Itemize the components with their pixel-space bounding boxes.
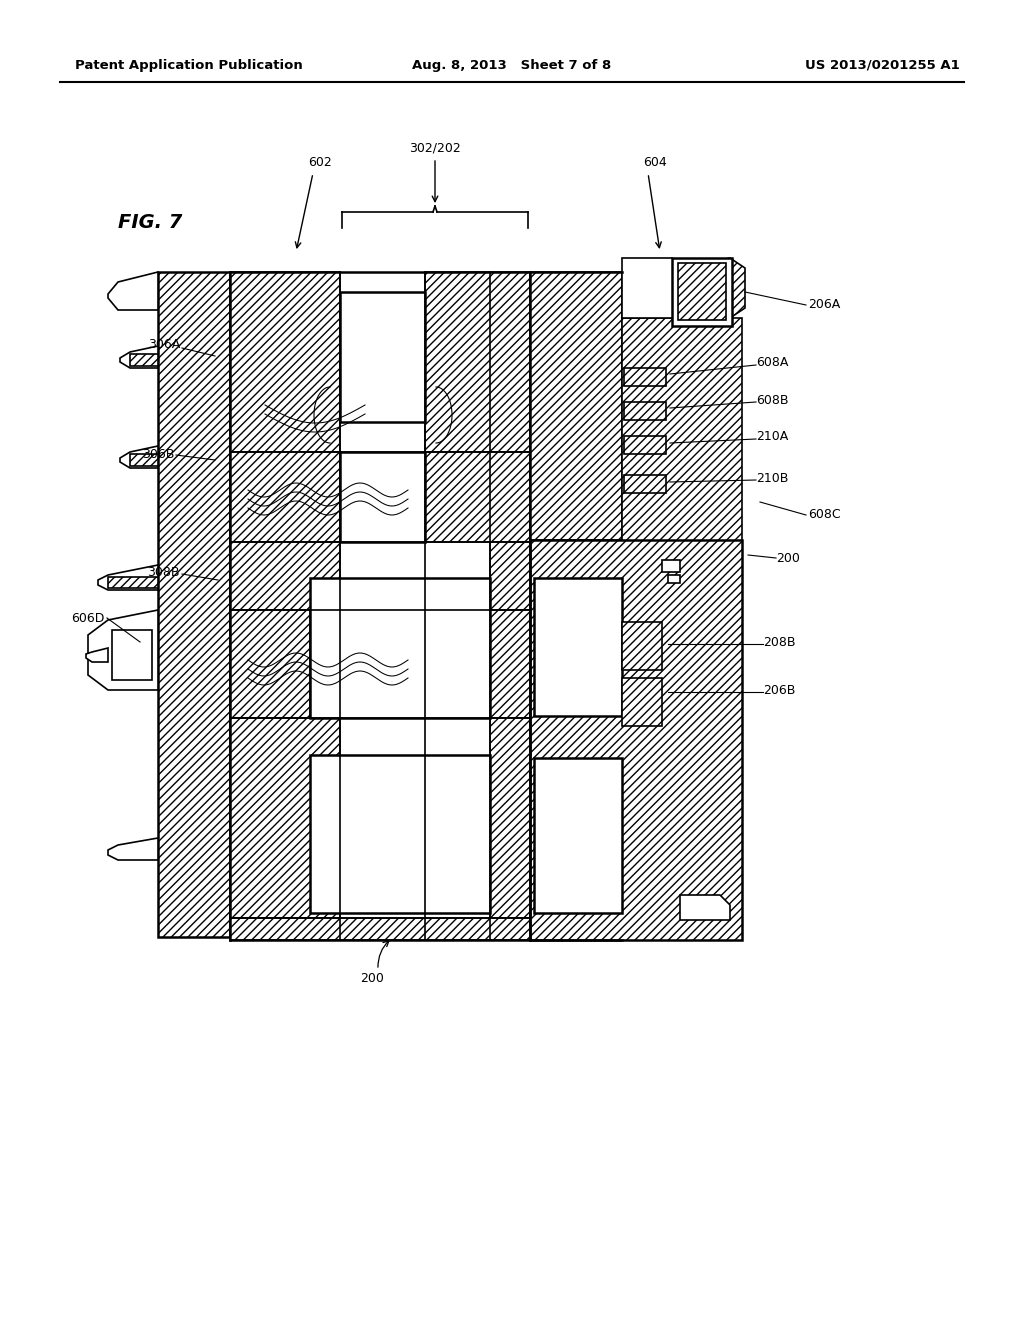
Text: 200: 200 bbox=[776, 552, 800, 565]
Text: US 2013/0201255 A1: US 2013/0201255 A1 bbox=[805, 58, 961, 71]
Bar bbox=[310, 578, 490, 718]
Bar bbox=[530, 272, 622, 540]
Text: 206A: 206A bbox=[808, 298, 841, 312]
Bar bbox=[624, 403, 666, 420]
Bar bbox=[678, 263, 726, 319]
Polygon shape bbox=[120, 346, 158, 368]
Bar bbox=[310, 755, 490, 913]
Bar bbox=[112, 630, 152, 680]
Bar bbox=[130, 454, 158, 466]
Bar bbox=[108, 577, 158, 587]
Text: 306A: 306A bbox=[147, 338, 180, 351]
Bar bbox=[530, 540, 742, 940]
Bar bbox=[425, 272, 530, 451]
Bar bbox=[230, 543, 340, 610]
Bar bbox=[624, 475, 666, 492]
Text: 608A: 608A bbox=[756, 356, 788, 370]
Bar bbox=[340, 451, 425, 543]
Polygon shape bbox=[108, 272, 158, 310]
Bar bbox=[490, 543, 530, 610]
Bar bbox=[624, 368, 666, 385]
Text: 302/202: 302/202 bbox=[410, 141, 461, 154]
Bar bbox=[622, 318, 742, 543]
Text: FIG. 7: FIG. 7 bbox=[118, 213, 182, 231]
Bar bbox=[622, 622, 662, 671]
Polygon shape bbox=[680, 895, 730, 920]
Text: Aug. 8, 2013   Sheet 7 of 8: Aug. 8, 2013 Sheet 7 of 8 bbox=[413, 58, 611, 71]
Bar bbox=[672, 257, 732, 326]
Bar bbox=[624, 436, 666, 454]
Text: 604: 604 bbox=[643, 157, 667, 169]
Bar bbox=[230, 718, 340, 917]
Text: Patent Application Publication: Patent Application Publication bbox=[75, 58, 303, 71]
Bar bbox=[425, 451, 530, 543]
Bar bbox=[230, 451, 340, 543]
Bar bbox=[662, 560, 680, 572]
Bar bbox=[230, 917, 530, 940]
Bar bbox=[440, 610, 530, 718]
Polygon shape bbox=[86, 648, 108, 663]
Bar bbox=[230, 610, 310, 718]
Bar bbox=[340, 292, 425, 422]
Bar bbox=[158, 272, 230, 937]
Text: 210B: 210B bbox=[756, 471, 788, 484]
Text: 602: 602 bbox=[308, 157, 332, 169]
Bar bbox=[622, 678, 662, 726]
Text: 210A: 210A bbox=[756, 430, 788, 444]
Bar bbox=[490, 718, 530, 917]
Text: 208B: 208B bbox=[763, 635, 796, 648]
Text: 608B: 608B bbox=[756, 393, 788, 407]
Polygon shape bbox=[98, 565, 158, 590]
Bar bbox=[534, 758, 622, 913]
Polygon shape bbox=[88, 610, 158, 690]
Bar bbox=[534, 578, 622, 715]
Bar bbox=[230, 272, 340, 451]
Text: 608C: 608C bbox=[808, 508, 841, 521]
Text: 606D: 606D bbox=[72, 611, 105, 624]
Text: 206B: 206B bbox=[763, 684, 796, 697]
Polygon shape bbox=[690, 257, 745, 318]
Polygon shape bbox=[622, 257, 690, 318]
Bar bbox=[130, 354, 158, 366]
Polygon shape bbox=[120, 446, 158, 469]
Text: 200: 200 bbox=[360, 972, 384, 985]
Text: 308B: 308B bbox=[147, 565, 180, 578]
Polygon shape bbox=[108, 838, 158, 861]
Text: 306B: 306B bbox=[141, 449, 174, 462]
Bar bbox=[668, 576, 680, 583]
